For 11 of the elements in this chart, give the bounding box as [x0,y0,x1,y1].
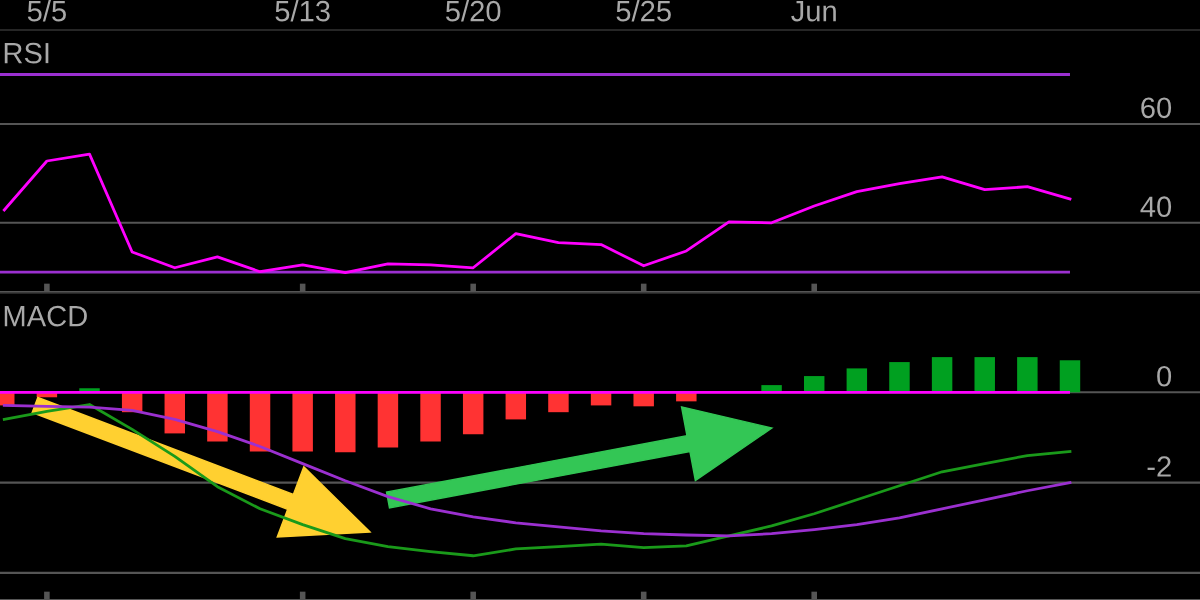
chart-title: MACD [4,305,87,327]
y-tick-label: 0 [1157,365,1172,387]
y-tick-label: -2 [1147,456,1171,477]
chart-title: RSI [4,42,49,64]
x-tick-label: 5/5 [27,0,66,22]
y-tick-label: 40 [1140,196,1172,218]
x-tick-label: 5/25 [616,0,671,22]
x-tick-label: 5/13 [275,0,330,22]
x-tick-label: Jun [791,1,836,22]
y-tick-label: 60 [1141,97,1172,119]
x-tick-label: 5/20 [445,0,501,22]
